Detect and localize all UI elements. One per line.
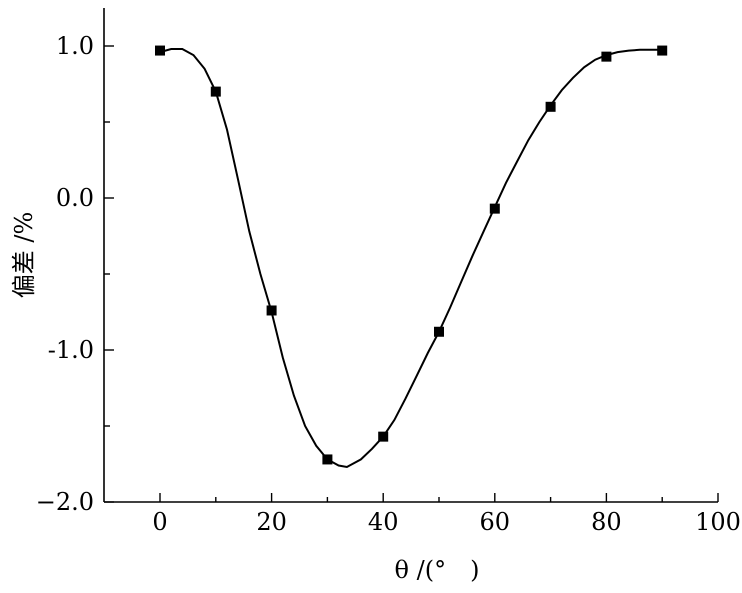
data-point bbox=[434, 326, 444, 337]
y-axis-title: 偏差 /% bbox=[10, 212, 38, 299]
y-tick-label: 0.0 bbox=[56, 184, 94, 212]
data-point bbox=[489, 203, 500, 214]
y-ticks: 1.0 0.0 -1.0 −2.0 bbox=[36, 32, 114, 516]
x-tick-label: 20 bbox=[256, 508, 287, 536]
data-point bbox=[545, 101, 556, 112]
data-point bbox=[657, 45, 668, 56]
y-tick-label: 1.0 bbox=[56, 32, 94, 60]
data-point bbox=[601, 51, 612, 62]
data-points bbox=[155, 45, 668, 465]
x-tick-label: 80 bbox=[591, 508, 622, 536]
y-tick-label: -1.0 bbox=[48, 336, 94, 364]
data-point bbox=[155, 45, 165, 56]
data-point bbox=[322, 454, 333, 465]
y-tick-label: −2.0 bbox=[36, 488, 94, 516]
axes bbox=[103, 8, 718, 503]
x-tick-label: 0 bbox=[152, 508, 167, 536]
fit-curve bbox=[159, 48, 663, 469]
x-tick-label: 40 bbox=[368, 508, 399, 536]
data-point bbox=[378, 431, 389, 442]
x-ticks: 0 20 40 60 80 100 bbox=[152, 493, 741, 536]
x-axis-title: θ /(° ) bbox=[395, 556, 480, 584]
data-point bbox=[266, 305, 277, 316]
x-tick-label: 60 bbox=[480, 508, 511, 536]
data-point bbox=[210, 86, 221, 97]
x-tick-label: 100 bbox=[695, 508, 741, 536]
